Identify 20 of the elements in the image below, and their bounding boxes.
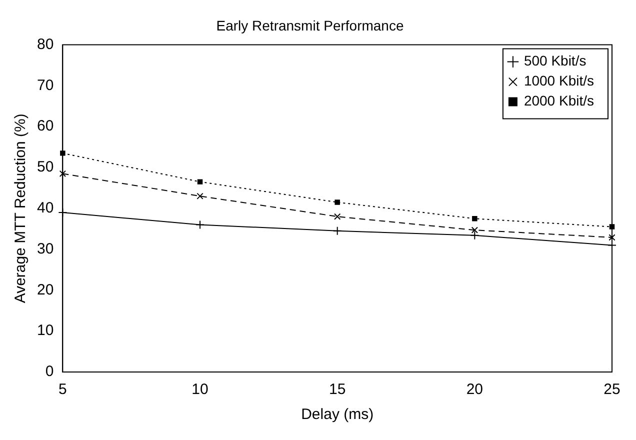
chart-title: Early Retransmit Performance: [216, 17, 404, 34]
legend-label: 500 Kbit/s: [524, 52, 586, 69]
y-tick-label: 70: [36, 76, 54, 94]
y-axis-title: Average MTT Reduction (%): [12, 114, 30, 304]
y-tick-label: 20: [36, 281, 54, 298]
y-tick-label: 30: [36, 240, 54, 258]
y-tick-label: 80: [36, 36, 54, 53]
x-tick-label: 15: [329, 381, 346, 398]
x-tick-label: 25: [604, 381, 620, 398]
y-tick-label: 60: [36, 118, 54, 135]
y-tick-label: 50: [36, 158, 54, 176]
legend-label: 2000 Kbit/s: [524, 92, 594, 109]
x-tick-label: 10: [192, 381, 208, 398]
legend-label: 1000 Kbit/s: [524, 72, 594, 89]
x-tick-label: 20: [466, 381, 484, 398]
y-tick-label: 10: [36, 322, 54, 340]
x-axis-title: Delay (ms): [301, 406, 374, 424]
y-tick-label: 40: [36, 200, 54, 217]
x-tick-label: 5: [58, 381, 67, 398]
y-tick-label: 0: [45, 363, 54, 380]
